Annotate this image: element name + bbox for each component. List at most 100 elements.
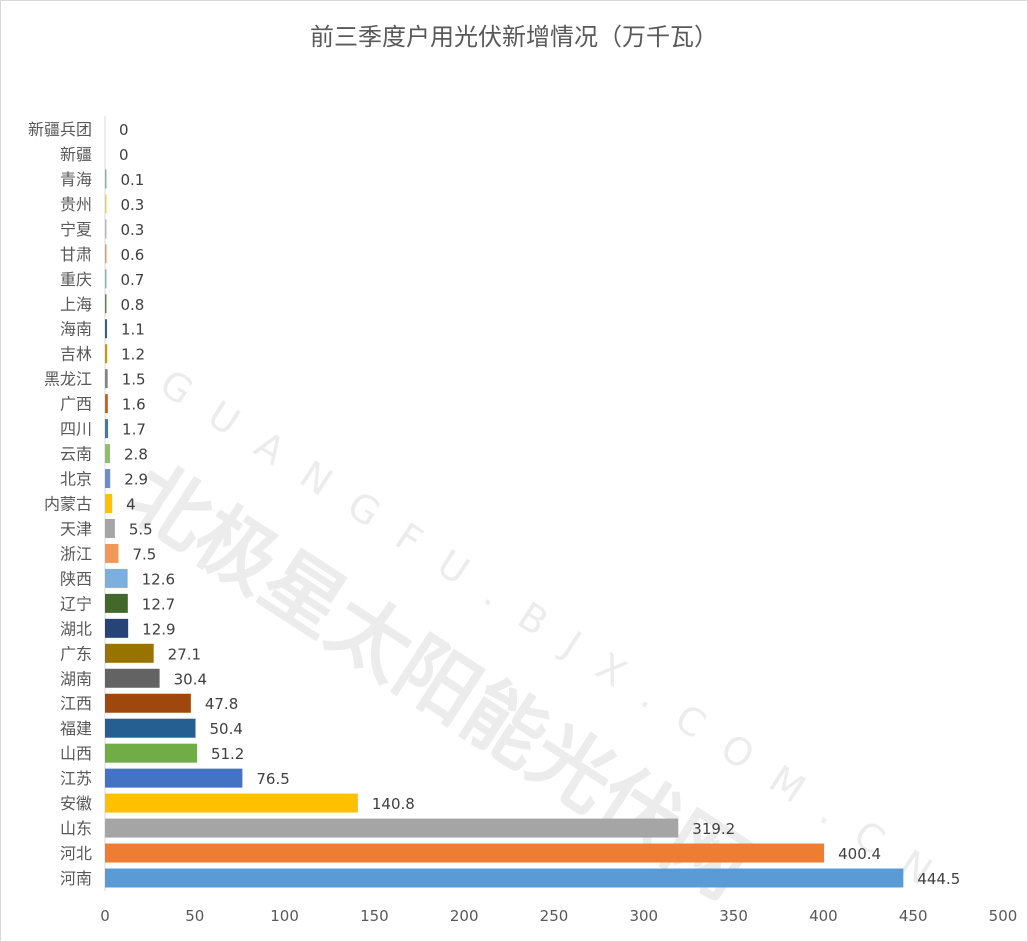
category-label: 安徽 bbox=[60, 794, 92, 813]
data-label: 1.1 bbox=[121, 321, 145, 339]
bar bbox=[105, 718, 196, 738]
bar bbox=[105, 244, 107, 264]
data-label: 5.5 bbox=[129, 520, 153, 538]
data-label: 1.5 bbox=[122, 371, 146, 389]
bar bbox=[105, 743, 197, 763]
bar bbox=[105, 469, 111, 489]
category-label: 湖南 bbox=[60, 669, 92, 688]
data-label: 1.7 bbox=[122, 421, 146, 439]
data-label: 51.2 bbox=[211, 745, 244, 763]
bar bbox=[105, 369, 108, 389]
category-label: 福建 bbox=[60, 719, 92, 738]
data-label: 1.6 bbox=[122, 396, 146, 414]
data-label: 12.9 bbox=[142, 620, 175, 638]
x-tick-label: 400 bbox=[809, 907, 838, 925]
bar bbox=[105, 319, 107, 339]
bar bbox=[105, 868, 904, 888]
category-label: 浙江 bbox=[60, 544, 92, 563]
bar bbox=[105, 344, 108, 364]
bar bbox=[105, 793, 358, 813]
category-label: 云南 bbox=[60, 445, 92, 464]
bar bbox=[105, 843, 825, 863]
data-label: 12.6 bbox=[142, 570, 175, 588]
bar bbox=[105, 444, 111, 464]
bar bbox=[105, 818, 679, 838]
bar bbox=[105, 194, 107, 214]
data-label: 76.5 bbox=[256, 770, 289, 788]
data-label: 400.4 bbox=[838, 845, 881, 863]
data-label: 12.7 bbox=[142, 595, 175, 613]
category-label: 陕西 bbox=[60, 569, 92, 588]
bar bbox=[105, 219, 107, 239]
data-label: 2.8 bbox=[124, 446, 148, 464]
data-label: 444.5 bbox=[917, 870, 960, 888]
data-label: 0.7 bbox=[121, 271, 145, 289]
data-label: 4 bbox=[126, 496, 136, 514]
category-label: 山西 bbox=[60, 744, 92, 763]
x-tick-label: 0 bbox=[100, 907, 110, 925]
bar bbox=[105, 169, 107, 189]
category-label: 黑龙江 bbox=[44, 370, 92, 389]
bar bbox=[105, 294, 107, 314]
category-label: 甘肃 bbox=[60, 245, 92, 264]
category-label: 山东 bbox=[60, 819, 92, 838]
category-label: 辽宁 bbox=[60, 594, 92, 613]
x-tick-label: 100 bbox=[270, 907, 299, 925]
data-label: 47.8 bbox=[205, 695, 238, 713]
data-label: 2.9 bbox=[124, 471, 148, 489]
category-label: 广西 bbox=[60, 395, 92, 414]
category-label: 上海 bbox=[60, 295, 92, 314]
bar bbox=[105, 643, 154, 663]
bar bbox=[105, 518, 115, 538]
x-tick-label: 300 bbox=[629, 907, 658, 925]
data-label: 27.1 bbox=[168, 645, 201, 663]
bar bbox=[105, 668, 160, 688]
data-label: 0.3 bbox=[121, 196, 145, 214]
bar bbox=[105, 419, 109, 439]
category-label: 江西 bbox=[60, 694, 92, 713]
category-label: 宁夏 bbox=[60, 220, 92, 239]
data-label: 319.2 bbox=[692, 820, 735, 838]
bar bbox=[105, 568, 128, 588]
category-label: 天津 bbox=[60, 519, 92, 538]
data-label: 7.5 bbox=[132, 545, 156, 563]
category-label: 四川 bbox=[60, 420, 92, 439]
x-tick-label: 50 bbox=[185, 907, 204, 925]
category-label: 新疆兵团 bbox=[28, 120, 92, 139]
bar bbox=[105, 494, 113, 513]
category-label: 海南 bbox=[60, 320, 92, 339]
data-label: 0 bbox=[119, 121, 129, 139]
data-label: 0.3 bbox=[121, 221, 145, 239]
category-label: 贵州 bbox=[60, 195, 92, 214]
bar bbox=[105, 693, 191, 713]
data-label: 140.8 bbox=[372, 795, 415, 813]
category-label: 新疆 bbox=[60, 145, 92, 164]
x-tick-label: 500 bbox=[989, 907, 1018, 925]
bar bbox=[105, 593, 128, 613]
data-label: 0.8 bbox=[121, 296, 145, 314]
category-label: 河北 bbox=[60, 844, 92, 863]
category-label: 河南 bbox=[60, 869, 92, 888]
category-label: 内蒙古 bbox=[44, 495, 92, 514]
data-label: 0.6 bbox=[121, 246, 145, 264]
category-label: 重庆 bbox=[60, 270, 92, 289]
data-label: 1.2 bbox=[121, 346, 145, 364]
x-tick-label: 250 bbox=[540, 907, 569, 925]
x-tick-label: 350 bbox=[719, 907, 748, 925]
chart-title: 前三季度户用光伏新增情况（万千瓦） bbox=[310, 23, 718, 51]
bar bbox=[105, 394, 108, 414]
category-label: 湖北 bbox=[60, 619, 92, 638]
x-tick-label: 150 bbox=[360, 907, 389, 925]
data-label: 0 bbox=[119, 146, 129, 164]
bar bbox=[105, 768, 243, 788]
category-label: 江苏 bbox=[60, 769, 92, 788]
bar bbox=[105, 618, 129, 638]
category-label: 北京 bbox=[60, 470, 92, 489]
category-label: 广东 bbox=[60, 644, 92, 663]
bar bbox=[105, 543, 119, 563]
data-label: 50.4 bbox=[210, 720, 243, 738]
x-tick-label: 200 bbox=[450, 907, 479, 925]
x-tick-label: 450 bbox=[899, 907, 928, 925]
